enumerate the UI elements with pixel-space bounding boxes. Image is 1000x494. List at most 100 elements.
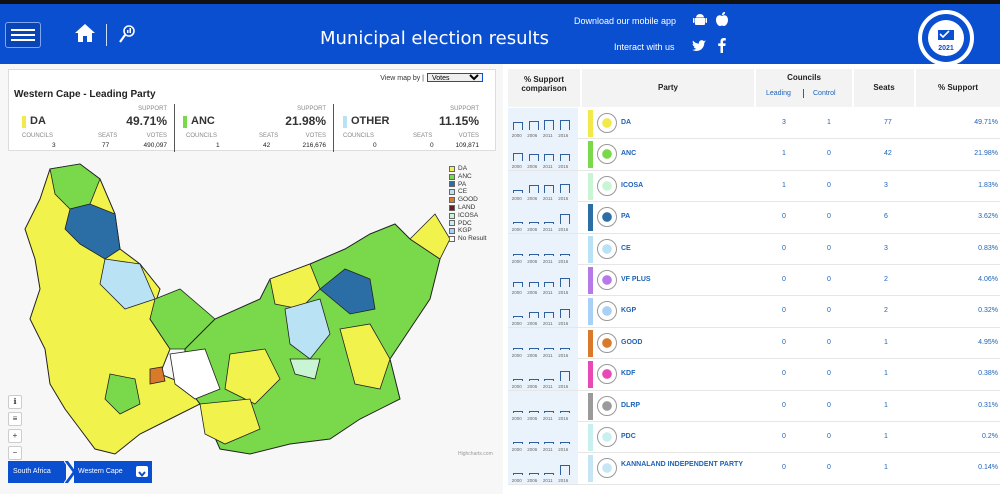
councils-label: COUNCILS	[186, 133, 218, 139]
legend-item[interactable]: ICOSA	[449, 212, 487, 220]
legend-item[interactable]: CE	[449, 188, 487, 196]
party-name-link[interactable]: ICOSA	[621, 181, 644, 189]
party-name-link[interactable]: PDC	[621, 433, 636, 440]
party-logo[interactable]	[597, 427, 617, 447]
party-logo[interactable]	[597, 175, 617, 196]
legend-item[interactable]: ANC	[449, 173, 487, 181]
party-name-link[interactable]: DLRP	[621, 401, 641, 409]
legend-item[interactable]: No Result	[449, 235, 487, 243]
map-region[interactable]	[169, 348, 221, 400]
party-logo[interactable]	[597, 144, 617, 165]
table-row[interactable]: 2000 2006 2011 2016 DLRP 0 0 1 0.31%	[508, 390, 1000, 422]
table-row[interactable]: 2000 2006 2011 2016 ICOSA 1 0 3 1.83%	[508, 170, 1000, 203]
party-name: ANC	[191, 115, 215, 127]
legend-item[interactable]: KGP	[449, 227, 487, 235]
map-region[interactable]	[224, 348, 281, 405]
menu-button[interactable]	[5, 22, 41, 48]
party-name-link[interactable]: KDF	[621, 370, 636, 378]
party-color-strip	[588, 235, 593, 263]
seats-label: SEATS	[259, 133, 279, 139]
leading-value: 0	[782, 244, 786, 252]
sparkline-bar	[528, 282, 539, 287]
search-results-icon[interactable]	[118, 24, 136, 46]
seats-value: 2	[884, 276, 888, 283]
support-comparison-cell: 2000 2006 2011 2016	[508, 170, 578, 202]
party-logo[interactable]	[597, 113, 617, 133]
map-region[interactable]	[289, 358, 321, 380]
party-name-link[interactable]: PA	[621, 213, 631, 221]
sparkline-bar	[528, 312, 539, 319]
support-sparkline	[510, 371, 576, 382]
home-icon[interactable]	[74, 22, 96, 44]
map-credit[interactable]: Highcharts.com	[458, 451, 493, 457]
breadcrumb-dropdown[interactable]	[136, 466, 148, 478]
party-name-link[interactable]: ANC	[621, 150, 637, 158]
table-row[interactable]: 2000 2006 2011 2016 ANC 1 0 42 21.98%	[508, 139, 1000, 171]
party-name-link[interactable]: DA	[621, 119, 632, 126]
map-region[interactable]	[409, 213, 450, 260]
party-logo[interactable]	[597, 238, 617, 259]
android-icon[interactable]	[692, 12, 708, 28]
sparkline-bar	[528, 410, 539, 413]
table-row[interactable]: 2000 2006 2011 2016 CE 0 0 3 0.83%	[508, 233, 1000, 265]
list-icon[interactable]: ≡	[8, 412, 22, 426]
table-row[interactable]: 2000 2006 2011 2016 DA 3 1 77 49.71%	[508, 108, 1000, 140]
legend-item[interactable]: LAND	[449, 204, 487, 212]
facebook-icon[interactable]	[714, 37, 730, 53]
map-region[interactable]	[149, 366, 166, 385]
western-cape-map[interactable]	[10, 159, 450, 459]
map-region[interactable]	[284, 298, 331, 360]
legend-label: GOOD	[458, 196, 478, 204]
table-row[interactable]: 2000 2006 2011 2016 PA 0 0 6 3.62%	[508, 202, 1000, 234]
legend-item[interactable]: PA	[449, 181, 487, 189]
table-row[interactable]: 2000 2006 2011 2016 PDC 0 0 1 0.2%	[508, 422, 1000, 454]
leading-value: 0	[782, 276, 786, 283]
table-row[interactable]: 2000 2006 2011 2016 KANNALAND INDEPENDENT PA…	[508, 453, 1000, 485]
breadcrumb-western-cape[interactable]: Western Cape	[74, 461, 152, 483]
party-logo[interactable]	[597, 270, 617, 290]
apple-icon[interactable]	[714, 11, 730, 27]
map-region[interactable]	[104, 373, 141, 415]
map-region[interactable]	[64, 203, 121, 260]
view-map-select[interactable]: Votes	[427, 73, 483, 82]
party-name-link[interactable]: KANNALAND INDEPENDENT PARTY	[621, 461, 743, 469]
party-swatch	[343, 116, 347, 128]
year-label: 2016	[558, 415, 569, 421]
party-logo[interactable]	[597, 458, 617, 479]
map-region[interactable]	[99, 258, 156, 310]
party-name-link[interactable]: KGP	[621, 307, 637, 315]
party-name-link[interactable]: CE	[621, 244, 631, 252]
map-region[interactable]	[269, 263, 321, 310]
table-row[interactable]: 2000 2006 2011 2016 KGP 0 0 2 0.32%	[508, 296, 1000, 328]
support-value: 4.06%	[978, 276, 998, 283]
table-row[interactable]: 2000 2006 2011 2016 GOOD 0 0 1 4.95%	[508, 327, 1000, 360]
twitter-icon[interactable]	[691, 38, 707, 54]
party-logo[interactable]	[597, 395, 617, 416]
party-logo[interactable]	[597, 207, 617, 228]
map-region[interactable]	[339, 323, 391, 390]
party-name-link[interactable]: VF PLUS	[621, 276, 651, 283]
party-name-link[interactable]: GOOD	[621, 338, 643, 346]
legend-item[interactable]: GOOD	[449, 196, 487, 204]
party-logo[interactable]	[597, 301, 617, 322]
map-region[interactable]	[199, 398, 261, 445]
table-row[interactable]: 2000 2006 2011 2016 VF PLUS 0 0 2 4.06%	[508, 265, 1000, 297]
year-label: 2011	[542, 384, 553, 390]
party-swatch	[183, 116, 187, 128]
legend-item[interactable]: DA	[449, 165, 487, 173]
support-value: 11.15%	[438, 114, 479, 128]
map-region[interactable]	[319, 268, 376, 315]
seats-value: 3	[884, 181, 888, 189]
header-leading[interactable]: Leading	[766, 90, 791, 97]
legend-item[interactable]: PDC	[449, 220, 487, 228]
zoom-in-button[interactable]: +	[8, 429, 22, 443]
breadcrumb-south-africa[interactable]: South Africa	[8, 461, 66, 483]
party-logo[interactable]	[597, 332, 617, 353]
info-icon[interactable]: ℹ	[8, 395, 22, 409]
zoom-out-button[interactable]: −	[8, 446, 22, 460]
party-logo[interactable]	[597, 364, 617, 385]
votes-value: 490,097	[143, 142, 168, 149]
support-value: 0.31%	[978, 401, 998, 409]
header-control[interactable]: Control	[813, 90, 836, 97]
table-row[interactable]: 2000 2006 2011 2016 KDF 0 0 1 0.38%	[508, 359, 1000, 391]
